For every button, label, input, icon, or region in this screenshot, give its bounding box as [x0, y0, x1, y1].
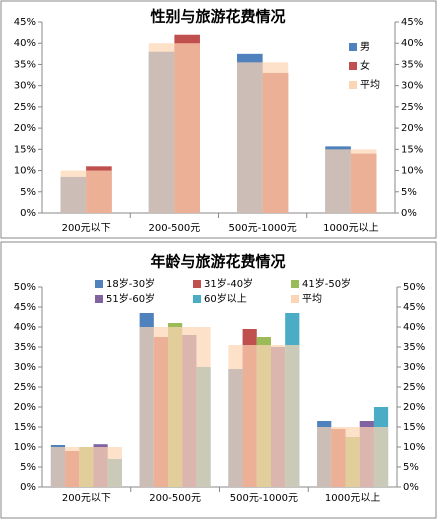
y-tick-label: 50% — [14, 282, 36, 293]
y2-tick-label: 5% — [401, 187, 417, 198]
legend-label: 51岁-60岁 — [106, 292, 155, 305]
legend-swatch — [95, 280, 103, 288]
y-tick-label: 35% — [14, 59, 36, 70]
y-tick-label: 0% — [20, 482, 36, 493]
chart-title: 年龄与旅游花费情况 — [150, 253, 285, 271]
y2-tick-label: 30% — [403, 362, 425, 373]
y2-tick-label: 30% — [401, 81, 423, 92]
legend-label: 60岁以上 — [204, 292, 247, 305]
y2-tick-label: 0% — [401, 208, 417, 219]
y-tick-label: 45% — [14, 17, 36, 28]
x-tick-label: 500元-1000元 — [230, 493, 298, 504]
y-tick-label: 5% — [20, 462, 36, 473]
legend-label: 女 — [360, 59, 370, 72]
x-tick-label: 200-500元 — [148, 223, 200, 234]
y-tick-label: 20% — [14, 123, 36, 134]
y2-tick-label: 10% — [401, 166, 423, 177]
x-tick-label: 1000元以上 — [325, 492, 380, 504]
x-tick-label: 1000元以上 — [323, 222, 378, 234]
y-tick-label: 40% — [14, 322, 36, 333]
y-tick-label: 15% — [14, 144, 36, 155]
legend-swatch — [291, 295, 299, 303]
average-bar — [139, 327, 211, 487]
y-tick-label: 25% — [14, 382, 36, 393]
legend-swatch — [349, 62, 357, 70]
y2-tick-label: 25% — [403, 382, 425, 393]
y2-tick-label: 25% — [401, 102, 423, 113]
legend-label: 18岁-30岁 — [106, 277, 155, 290]
y2-tick-label: 0% — [403, 482, 419, 493]
chart-title: 性别与旅游花费情况 — [150, 8, 285, 26]
y2-tick-label: 45% — [401, 17, 423, 28]
legend-label: 平均 — [360, 79, 380, 91]
y-tick-label: 45% — [14, 302, 36, 313]
average-bar — [50, 447, 122, 487]
legend-swatch — [349, 81, 357, 89]
y2-tick-label: 5% — [403, 462, 419, 473]
legend-swatch — [193, 280, 201, 288]
legend-swatch — [193, 295, 201, 303]
legend-swatch — [95, 295, 103, 303]
x-tick-label: 500元-1000元 — [229, 223, 297, 234]
y-tick-label: 15% — [14, 422, 36, 433]
average-bar — [228, 345, 300, 487]
x-tick-label: 200元以下 — [62, 493, 111, 504]
y-tick-label: 10% — [14, 166, 36, 177]
legend-label: 31岁-40岁 — [204, 277, 253, 290]
y-tick-label: 25% — [14, 102, 36, 113]
y-tick-label: 30% — [14, 81, 36, 92]
x-tick-label: 200元以下 — [62, 223, 111, 234]
y2-tick-label: 45% — [403, 302, 425, 313]
y-tick-label: 30% — [14, 362, 36, 373]
y2-tick-label: 40% — [401, 38, 423, 49]
y2-tick-label: 50% — [403, 282, 425, 293]
legend-label: 男 — [360, 41, 370, 53]
y2-tick-label: 20% — [401, 123, 423, 134]
y-tick-label: 40% — [14, 38, 36, 49]
y2-tick-label: 35% — [403, 342, 425, 353]
y-tick-label: 35% — [14, 342, 36, 353]
y2-tick-label: 20% — [403, 402, 425, 413]
y-tick-label: 0% — [20, 208, 36, 219]
legend-label: 41岁-50岁 — [302, 277, 351, 290]
legend-label: 平均 — [302, 293, 322, 305]
average-bar — [237, 62, 289, 214]
y2-tick-label: 35% — [401, 59, 423, 70]
average-bar — [148, 43, 200, 213]
y-tick-label: 20% — [14, 402, 36, 413]
y-tick-label: 10% — [14, 442, 36, 453]
average-bar — [60, 170, 112, 213]
legend-swatch — [291, 280, 299, 288]
average-bar — [317, 427, 389, 487]
x-tick-label: 200-500元 — [149, 493, 201, 504]
y-tick-label: 5% — [20, 187, 36, 198]
y2-tick-label: 10% — [403, 442, 425, 453]
y2-tick-label: 15% — [401, 144, 423, 155]
y2-tick-label: 40% — [403, 322, 425, 333]
legend-swatch — [349, 43, 357, 51]
y2-tick-label: 15% — [403, 422, 425, 433]
average-bar — [325, 149, 377, 213]
